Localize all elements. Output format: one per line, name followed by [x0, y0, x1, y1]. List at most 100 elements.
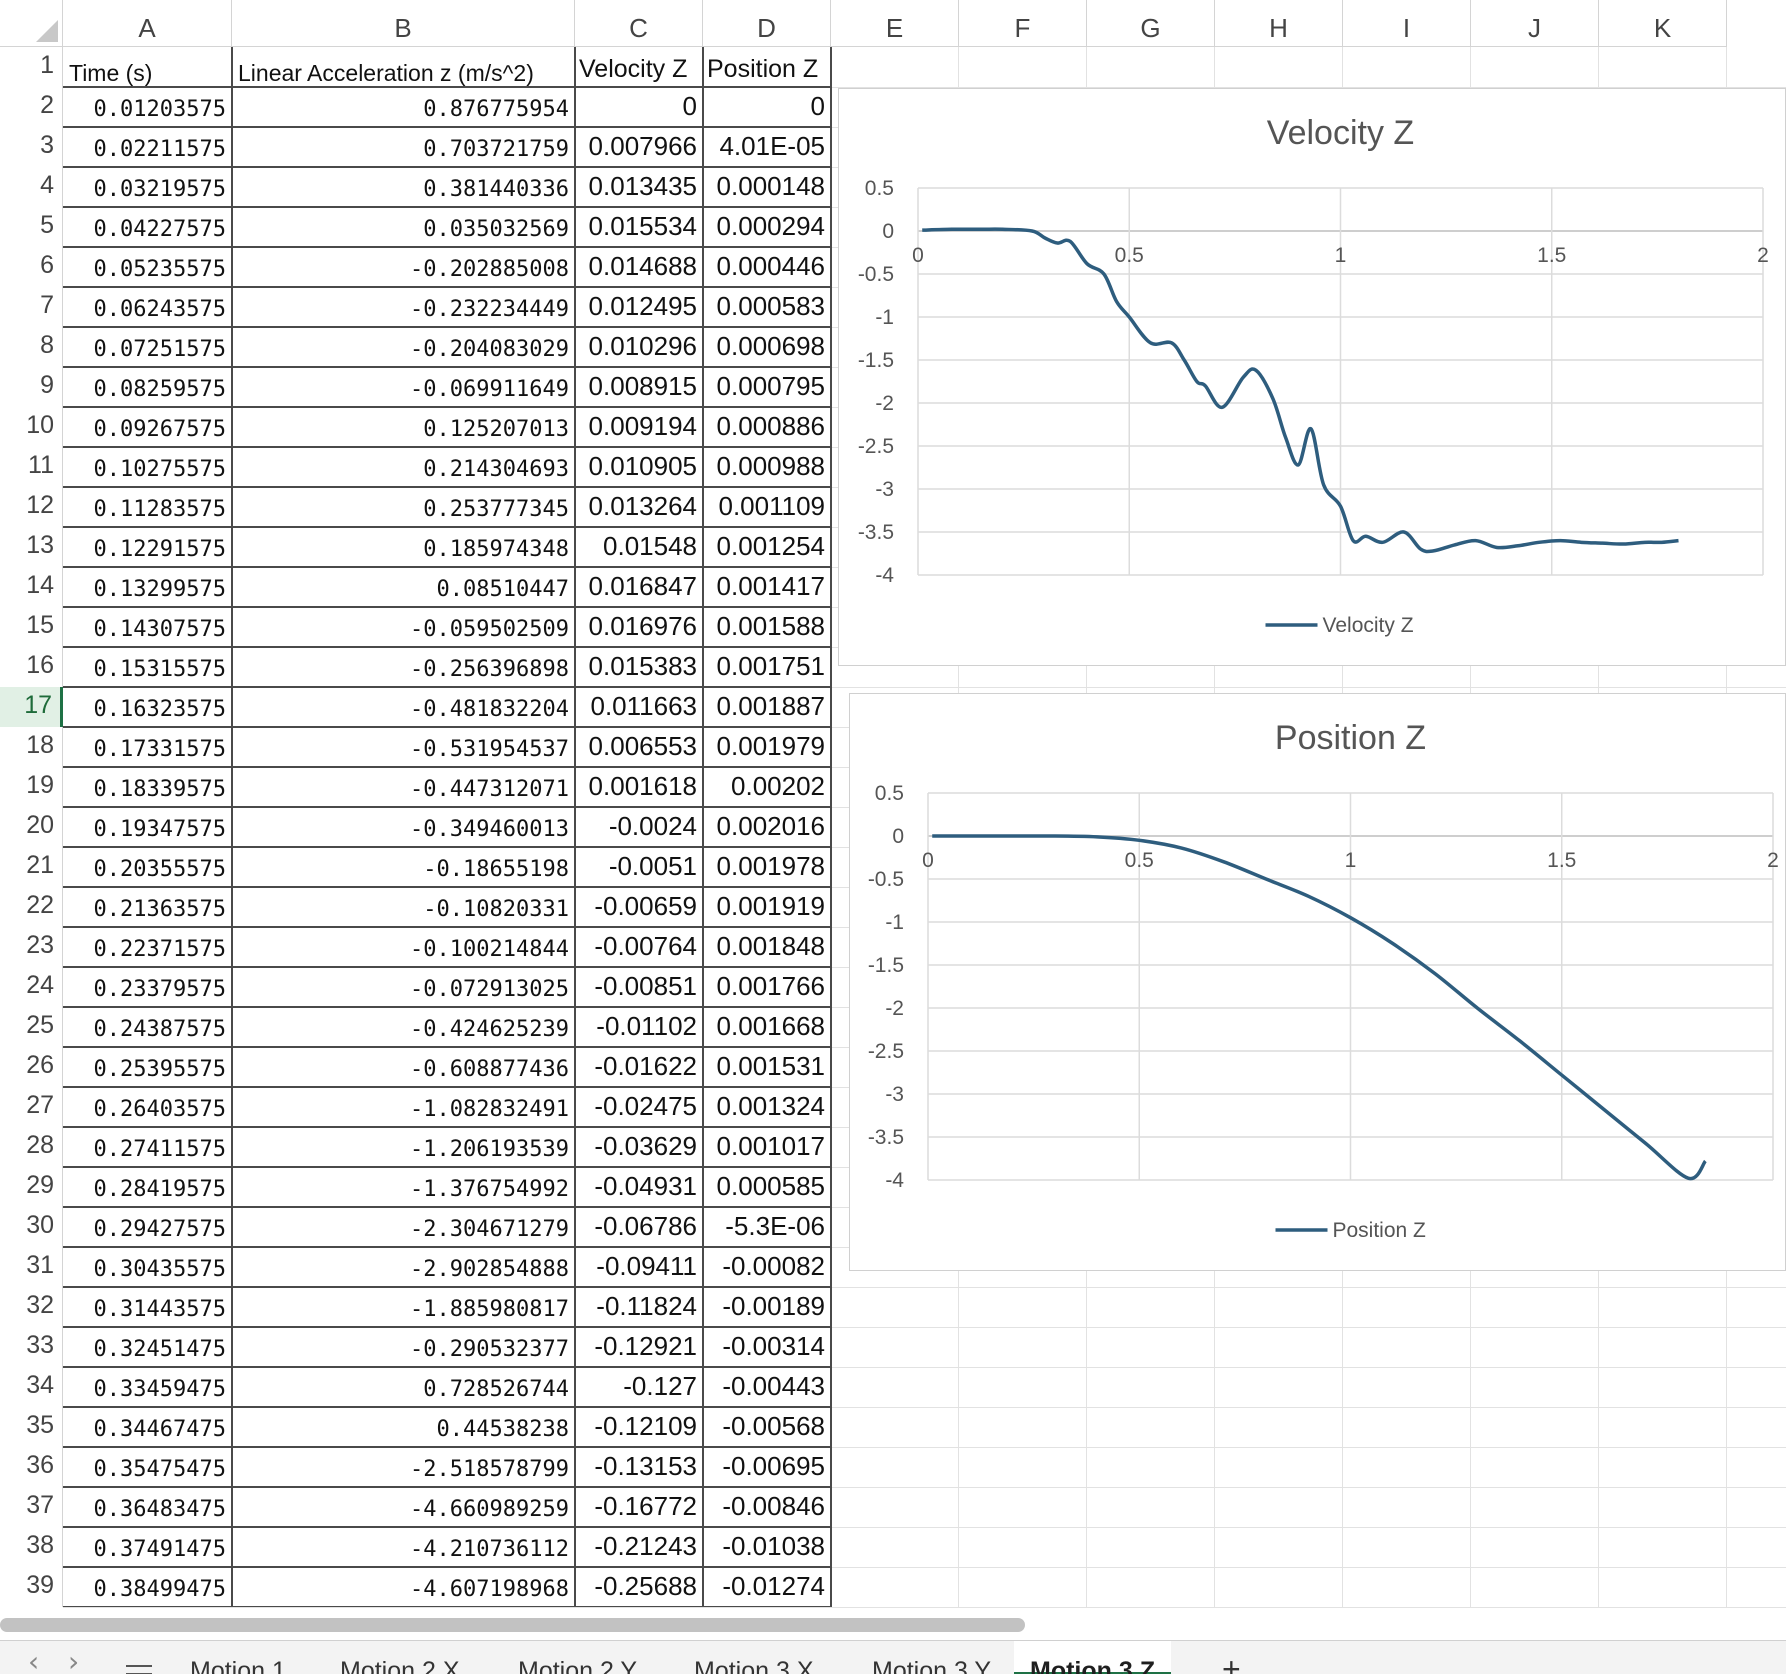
- column-title-a[interactable]: Time (s): [69, 60, 153, 86]
- row-header[interactable]: 23: [0, 927, 63, 967]
- row-header[interactable]: 36: [0, 1447, 63, 1487]
- row-header[interactable]: 9: [0, 367, 63, 407]
- cell-b[interactable]: -0.18655198: [423, 857, 569, 882]
- cell-d[interactable]: 0.001887: [716, 691, 825, 721]
- column-header-b[interactable]: B: [232, 0, 575, 47]
- cell-a[interactable]: 0.05235575: [93, 257, 226, 282]
- row-header[interactable]: 15: [0, 607, 63, 647]
- row-header[interactable]: 29: [0, 1167, 63, 1207]
- row-header[interactable]: 20: [0, 807, 63, 847]
- cell-b[interactable]: 0.728526744: [423, 1377, 569, 1402]
- row-header[interactable]: 32: [0, 1287, 63, 1327]
- row-header[interactable]: 27: [0, 1087, 63, 1127]
- column-header-d[interactable]: D: [703, 0, 831, 47]
- cell-a[interactable]: 0.06243575: [93, 297, 226, 322]
- cell-b[interactable]: -1.206193539: [410, 1137, 569, 1162]
- row-header[interactable]: 18: [0, 727, 63, 767]
- cell-a[interactable]: 0.16323575: [93, 697, 226, 722]
- column-header-g[interactable]: G: [1087, 0, 1215, 47]
- cell-d[interactable]: -0.00189: [722, 1291, 825, 1321]
- cell-c[interactable]: 0.016976: [588, 611, 697, 641]
- cell-b[interactable]: -0.608877436: [410, 1057, 569, 1082]
- cell-c[interactable]: 0.011663: [590, 691, 697, 721]
- cell-b[interactable]: -0.232234449: [410, 297, 569, 322]
- column-title-d[interactable]: Position Z: [707, 55, 819, 83]
- cell-a[interactable]: 0.32451475: [93, 1337, 226, 1362]
- row-header[interactable]: 25: [0, 1007, 63, 1047]
- cell-c[interactable]: 0.015534: [588, 211, 697, 241]
- row-header[interactable]: 13: [0, 527, 63, 567]
- cell-c[interactable]: -0.12109: [594, 1411, 697, 1441]
- row-header[interactable]: 34: [0, 1367, 63, 1407]
- cell-b[interactable]: -0.447312071: [410, 777, 569, 802]
- cell-b[interactable]: 0.381440336: [423, 177, 569, 202]
- cell-d[interactable]: 0.000583: [716, 291, 825, 321]
- cell-a[interactable]: 0.27411575: [93, 1137, 226, 1162]
- cell-d[interactable]: -0.00314: [722, 1331, 825, 1361]
- cell-b[interactable]: -0.349460013: [410, 817, 569, 842]
- cell-b[interactable]: 0.214304693: [423, 457, 569, 482]
- cell-c[interactable]: -0.00659: [594, 891, 697, 921]
- cell-a[interactable]: 0.11283575: [93, 497, 226, 522]
- cell-b[interactable]: -4.660989259: [410, 1497, 569, 1522]
- cell-c[interactable]: 0.007966: [588, 131, 697, 161]
- cell-a[interactable]: 0.15315575: [93, 657, 226, 682]
- cell-d[interactable]: 0.000446: [716, 251, 825, 281]
- row-header[interactable]: 8: [0, 327, 63, 367]
- cell-a[interactable]: 0.17331575: [93, 737, 226, 762]
- column-header-j[interactable]: J: [1471, 0, 1599, 47]
- cell-a[interactable]: 0.03219575: [93, 177, 226, 202]
- cell-c[interactable]: -0.0024: [608, 811, 697, 841]
- cell-d[interactable]: 0.002016: [716, 811, 825, 841]
- scroll-tabs-right-icon[interactable]: ›: [68, 1645, 80, 1674]
- cell-a[interactable]: 0.31443575: [93, 1297, 226, 1322]
- cell-b[interactable]: -2.518578799: [410, 1457, 569, 1482]
- cell-a[interactable]: 0.01203575: [93, 97, 226, 122]
- cell-d[interactable]: 0.001417: [716, 571, 825, 601]
- cell-c[interactable]: -0.00764: [594, 931, 697, 961]
- horizontal-scrollbar[interactable]: [0, 1618, 1025, 1632]
- cell-a[interactable]: 0.02211575: [93, 137, 226, 162]
- cell-c[interactable]: -0.06786: [594, 1211, 697, 1241]
- cell-d[interactable]: -0.01274: [722, 1571, 825, 1601]
- cell-c[interactable]: 0.010296: [588, 331, 697, 361]
- cell-a[interactable]: 0.12291575: [93, 537, 226, 562]
- row-header[interactable]: 35: [0, 1407, 63, 1447]
- select-all-corner[interactable]: [0, 0, 63, 47]
- cell-a[interactable]: 0.24387575: [93, 1017, 226, 1042]
- cell-b[interactable]: -4.210736112: [410, 1537, 569, 1562]
- cell-c[interactable]: 0.013264: [588, 491, 697, 521]
- cell-a[interactable]: 0.36483475: [93, 1497, 226, 1522]
- column-title-b[interactable]: Linear Acceleration z (m/s^2): [238, 60, 534, 86]
- cell-d[interactable]: 0.001766: [716, 971, 825, 1001]
- cell-c[interactable]: -0.0051: [608, 851, 697, 881]
- cell-d[interactable]: 0.00202: [731, 771, 825, 801]
- cell-a[interactable]: 0.08259575: [93, 377, 226, 402]
- row-header[interactable]: 6: [0, 247, 63, 287]
- row-header[interactable]: 28: [0, 1127, 63, 1167]
- cell-a[interactable]: 0.33459475: [93, 1377, 226, 1402]
- cell-a[interactable]: 0.23379575: [93, 977, 226, 1002]
- cell-d[interactable]: 0.000698: [716, 331, 825, 361]
- cell-c[interactable]: 0.015383: [588, 651, 697, 681]
- cell-a[interactable]: 0.13299575: [93, 577, 226, 602]
- cell-d[interactable]: 0.001848: [716, 931, 825, 961]
- sheet-tab[interactable]: Motion 3 Z: [1014, 1641, 1171, 1674]
- cell-c[interactable]: -0.00851: [594, 971, 697, 1001]
- row-header[interactable]: 22: [0, 887, 63, 927]
- column-header-k[interactable]: K: [1599, 0, 1727, 47]
- column-header-c[interactable]: C: [575, 0, 703, 47]
- row-header[interactable]: 12: [0, 487, 63, 527]
- sheet-tab[interactable]: Motion 3 Y: [872, 1657, 992, 1674]
- all-sheets-menu-icon[interactable]: [126, 1665, 152, 1674]
- position-z-chart[interactable]: 0.5 0 -0.5 -1 -1.5 -2 -2.5 -3 -3.5 -4 0 0.5 1 1.5 2 Pos…: [849, 693, 1786, 1271]
- cell-d[interactable]: -0.00695: [722, 1451, 825, 1481]
- cell-b[interactable]: -0.10820331: [423, 897, 569, 922]
- cell-b[interactable]: -0.069911649: [410, 377, 569, 402]
- row-header[interactable]: 37: [0, 1487, 63, 1527]
- column-header-e[interactable]: E: [831, 0, 959, 47]
- row-header[interactable]: 4: [0, 167, 63, 207]
- cell-b[interactable]: -0.072913025: [410, 977, 569, 1002]
- row-header[interactable]: 26: [0, 1047, 63, 1087]
- cell-d[interactable]: 0.001979: [716, 731, 825, 761]
